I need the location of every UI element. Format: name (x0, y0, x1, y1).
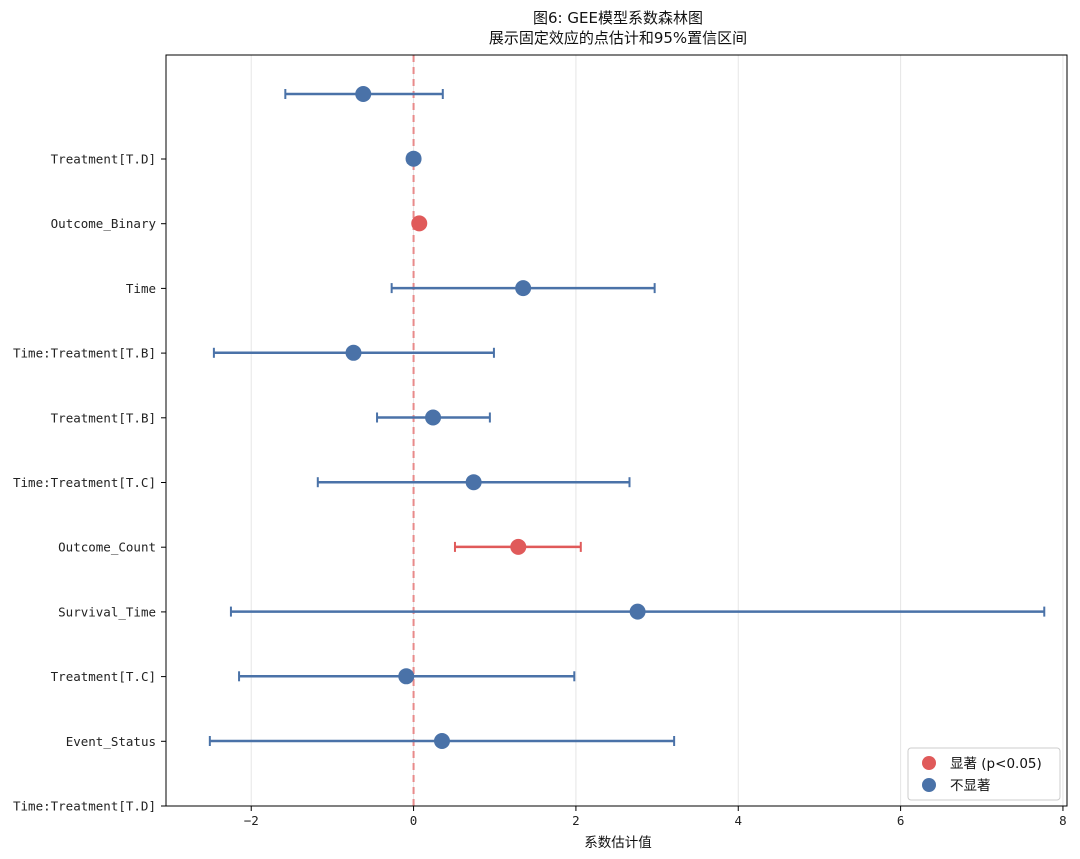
estimate-row (390, 280, 656, 297)
y-tick-label: Event_Status (66, 734, 156, 749)
legend-label: 显著 (p<0.05) (950, 756, 1042, 772)
estimate-row (316, 474, 631, 491)
x-axis-label: 系数估计值 (584, 835, 652, 851)
estimate-point (465, 474, 482, 491)
legend-marker (922, 756, 936, 770)
estimate-row (453, 538, 582, 555)
y-tick-label: Treatment[T.C] (51, 669, 156, 684)
x-tick-label: 8 (1059, 813, 1067, 828)
y-tick-label: Survival_Time (58, 604, 156, 619)
estimate-row (208, 733, 676, 749)
chart-title-line1: 图6: GEE模型系数森林图 (533, 9, 703, 27)
estimate-point (398, 668, 415, 685)
x-axis: −2 0 2 4 6 8 (244, 806, 1067, 828)
plot-frame (165, 54, 1068, 807)
y-tick-label: Time (126, 281, 156, 296)
estimate-point (629, 603, 646, 620)
estimate-point (411, 215, 428, 232)
x-tick-label: 2 (572, 813, 580, 828)
y-tick-label: Time:Treatment[T.D] (13, 799, 156, 814)
estimate-row (284, 86, 444, 102)
y-tick-label: Outcome_Count (58, 540, 156, 555)
y-tick-label: Outcome_Binary (51, 216, 157, 231)
estimate-point (405, 150, 422, 167)
legend-marker (922, 778, 936, 792)
y-tick-label: Time:Treatment[T.C] (13, 475, 156, 490)
estimate-row (238, 668, 576, 685)
data-marks (208, 86, 1046, 749)
x-tick-label: −2 (244, 813, 259, 828)
grid-lines (250, 55, 1064, 806)
y-tick-label: Treatment[T.B] (51, 410, 156, 425)
y-axis: Treatment[T.D] Outcome_Binary Time Time:Tre… (13, 152, 166, 814)
y-tick-label: Treatment[T.D] (51, 152, 156, 167)
estimate-point (515, 280, 532, 297)
estimate-row (212, 344, 495, 361)
x-tick-label: 0 (410, 813, 418, 828)
estimate-point (425, 409, 442, 426)
estimate-row (229, 603, 1046, 620)
legend-box (907, 747, 1061, 801)
estimate-point (510, 538, 527, 555)
x-tick-label: 6 (897, 813, 905, 828)
x-tick-label: 4 (734, 813, 742, 828)
chart-title-line2: 展示固定效应的点估计和95%置信区间 (489, 29, 747, 47)
estimate-point (433, 733, 450, 749)
legend-label: 不显著 (950, 778, 991, 794)
estimate-row (376, 409, 491, 426)
y-tick-label: Time:Treatment[T.B] (13, 346, 156, 361)
estimate-point (355, 86, 372, 102)
legend: 显著 (p<0.05) 不显著 (907, 747, 1061, 801)
estimate-row (411, 215, 428, 232)
estimate-point (345, 344, 362, 361)
estimate-row (405, 150, 422, 167)
